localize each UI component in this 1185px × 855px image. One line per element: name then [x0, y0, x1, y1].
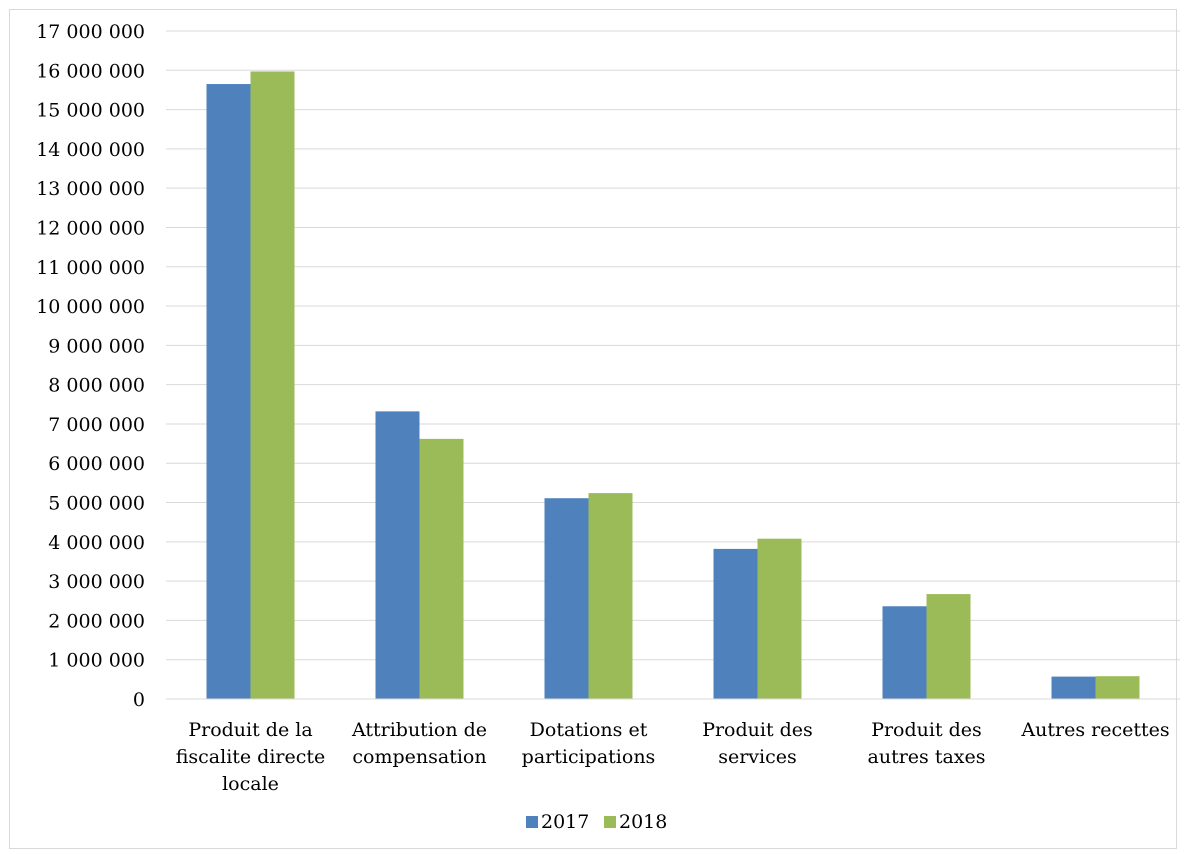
- x-category-label: Attribution de: [351, 719, 487, 741]
- y-tick-label: 12 000 000: [36, 217, 145, 239]
- legend-swatch: [526, 816, 538, 828]
- legend: 2017 2018: [526, 811, 667, 833]
- x-category-label: Dotations et: [530, 719, 648, 741]
- gridlines: [166, 30, 1180, 661]
- x-category-label: fiscalite directe: [176, 746, 326, 768]
- legend-swatch: [604, 816, 616, 828]
- x-category-label: locale: [222, 773, 279, 795]
- x-category-label: compensation: [352, 746, 486, 768]
- bar-2017: [882, 606, 927, 699]
- y-tick-label: 9 000 000: [48, 335, 145, 357]
- y-tick-label: 0: [133, 689, 145, 711]
- y-tick-label: 15 000 000: [36, 100, 145, 122]
- y-tick-label: 16 000 000: [36, 60, 145, 82]
- y-tick-label: 4 000 000: [48, 532, 145, 554]
- bar-2018: [588, 493, 633, 699]
- bar-2017: [206, 84, 251, 699]
- y-tick-label: 6 000 000: [48, 453, 145, 475]
- bars: [206, 71, 1140, 699]
- bar-2017: [544, 498, 589, 699]
- y-tick-label: 13 000 000: [36, 178, 145, 200]
- x-category-label: autres taxes: [868, 746, 986, 768]
- bar-2017: [713, 548, 758, 699]
- y-axis-tick-labels: 0 1 000 000 2 000 000 3 000 000 4 000 000 5 0…: [36, 21, 145, 711]
- y-tick-label: 10 000 000: [36, 296, 145, 318]
- x-category-label: Autres recettes: [1020, 719, 1169, 741]
- bar-2018: [757, 538, 802, 699]
- y-tick-label: 8 000 000: [48, 375, 145, 397]
- x-category-label: Produit de la: [188, 719, 312, 741]
- y-tick-label: 14 000 000: [36, 139, 145, 161]
- y-tick-label: 5 000 000: [48, 493, 145, 515]
- y-tick-label: 2 000 000: [48, 610, 145, 632]
- y-tick-label: 7 000 000: [48, 414, 145, 436]
- legend-label: 2018: [619, 811, 667, 833]
- y-tick-label: 11 000 000: [36, 257, 145, 279]
- bar-2018: [419, 438, 464, 699]
- x-category-label: Produit des: [871, 719, 982, 741]
- bar-2017: [375, 411, 420, 699]
- legend-label: 2017: [541, 811, 589, 833]
- bar-2018: [1095, 676, 1140, 699]
- y-tick-label: 17 000 000: [36, 21, 145, 43]
- x-category-label: participations: [522, 746, 656, 768]
- y-tick-label: 3 000 000: [48, 571, 145, 593]
- bar-2017: [1051, 676, 1096, 699]
- bar-2018: [250, 71, 295, 699]
- y-tick-label: 1 000 000: [48, 650, 145, 672]
- x-category-label: services: [718, 746, 797, 768]
- x-axis-category-labels: Produit de la fiscalite directe locale Attr…: [176, 719, 1170, 795]
- x-category-label: Produit des: [702, 719, 813, 741]
- bar-2018: [926, 594, 971, 699]
